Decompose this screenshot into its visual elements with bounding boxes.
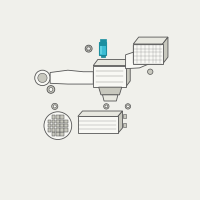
Bar (64, 124, 68, 127)
Bar (56, 124, 60, 127)
Circle shape (85, 45, 92, 52)
Circle shape (38, 73, 47, 83)
Bar (101, 55, 105, 57)
Polygon shape (163, 37, 168, 64)
Circle shape (125, 104, 131, 109)
Polygon shape (126, 59, 130, 87)
Bar (52, 132, 55, 136)
Bar (60, 128, 64, 132)
Bar (78, 116, 118, 133)
Circle shape (104, 104, 109, 109)
Circle shape (47, 86, 55, 93)
Bar (52, 128, 55, 132)
Circle shape (87, 47, 91, 51)
Bar (52, 120, 55, 123)
Bar (56, 132, 60, 136)
Polygon shape (50, 70, 93, 84)
Circle shape (53, 105, 56, 108)
Bar (100, 43, 102, 54)
Bar (133, 44, 163, 64)
Bar (48, 124, 51, 127)
Circle shape (127, 105, 129, 108)
Bar (60, 124, 64, 127)
Bar (56, 115, 60, 119)
Bar (123, 123, 126, 127)
Bar (64, 120, 68, 123)
Bar (60, 132, 64, 136)
Circle shape (105, 105, 108, 108)
Bar (99, 42, 106, 55)
Circle shape (49, 88, 53, 91)
Circle shape (52, 103, 58, 109)
Polygon shape (118, 111, 123, 133)
Bar (64, 128, 68, 132)
Bar (123, 114, 126, 118)
Bar (52, 124, 55, 127)
Bar (93, 66, 126, 87)
Bar (56, 128, 60, 132)
Polygon shape (102, 95, 118, 101)
Bar (56, 120, 60, 123)
Polygon shape (99, 87, 122, 95)
Polygon shape (93, 59, 130, 66)
Bar (48, 120, 51, 123)
Circle shape (35, 70, 50, 86)
Polygon shape (78, 111, 123, 116)
Polygon shape (126, 51, 149, 69)
Polygon shape (133, 37, 168, 44)
Circle shape (148, 69, 153, 74)
Bar (48, 128, 51, 132)
Bar (99, 43, 106, 46)
Bar (100, 39, 106, 42)
Bar (52, 115, 55, 119)
Circle shape (44, 112, 72, 140)
Bar (60, 120, 64, 123)
Bar (60, 115, 64, 119)
